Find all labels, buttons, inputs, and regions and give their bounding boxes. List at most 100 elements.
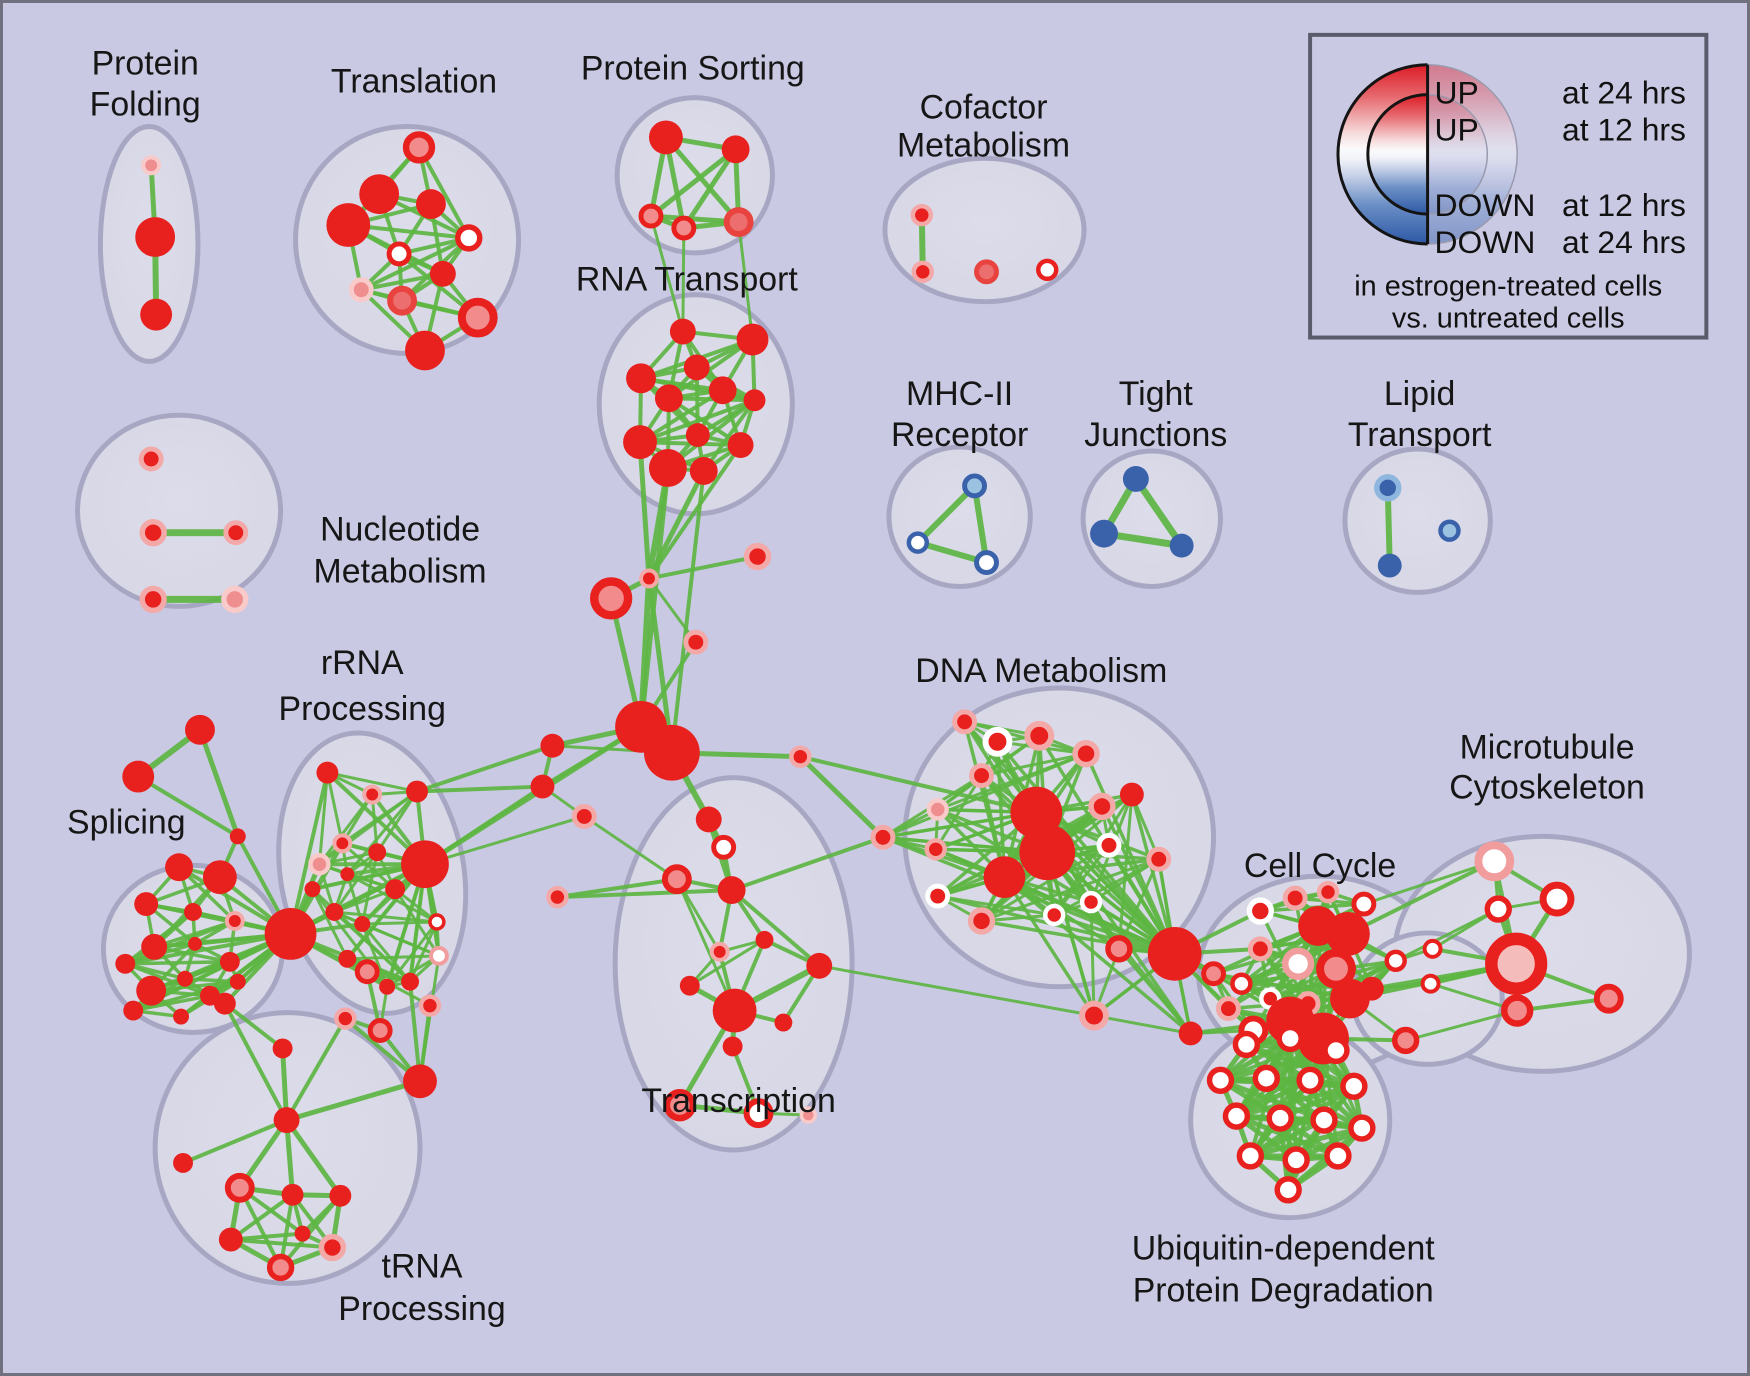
- edge-dm-hub: [995, 740, 1007, 879]
- gene-node-ub-9: [1310, 1106, 1338, 1134]
- edge-link: [817, 964, 1096, 1018]
- edge-link: [288, 770, 330, 936]
- cluster-label-lt-line0: Lipid: [1384, 375, 1456, 413]
- gene-node-dm-11: [1088, 792, 1116, 821]
- gene-node-nm-2: [223, 520, 249, 546]
- edge-sp: [123, 962, 212, 998]
- edge-link: [582, 814, 679, 881]
- gene-node-tr-10: [722, 1036, 743, 1057]
- gene-node-dm-12: [1096, 832, 1122, 858]
- gene-node-sp-2: [134, 892, 159, 917]
- gene-node-pf-0: [141, 155, 162, 176]
- legend-node-glyph: [1336, 63, 1518, 246]
- gene-node-cc-5: [1326, 912, 1370, 956]
- gene-node-cn-7: [530, 774, 555, 799]
- cluster-label-ps-line0: Protein Sorting: [581, 50, 805, 88]
- edge-rr: [345, 954, 441, 961]
- gene-node-rr-12: [401, 972, 419, 991]
- cluster-label-nm-line1: Metabolism: [314, 552, 487, 590]
- gene-node-sp-13: [123, 1000, 144, 1021]
- gene-node-dm-9: [1019, 824, 1076, 881]
- gene-node-tn-12: [218, 1227, 243, 1252]
- legend-up-12-direction: UP: [1435, 111, 1479, 147]
- legend-up-24-direction: UP: [1435, 75, 1479, 111]
- edge-link: [415, 784, 545, 794]
- edge-link: [798, 754, 1039, 815]
- gene-node-rr-11: [428, 945, 449, 966]
- cluster-label-cm-line1: Metabolism: [897, 126, 1070, 164]
- gene-node-cn-9: [789, 745, 812, 768]
- gene-node-sp-7: [115, 953, 136, 974]
- gene-node-sp-4: [224, 911, 245, 931]
- gene-node-ub-1: [1276, 1024, 1304, 1053]
- gene-node-dm-5: [926, 798, 949, 821]
- gene-node-cn-2: [589, 577, 633, 620]
- gene-node-cn-1: [743, 542, 772, 571]
- edge-tr: [729, 888, 822, 968]
- gene-node-sp-15: [264, 908, 317, 960]
- edge-dm-hub: [1130, 792, 1177, 956]
- gene-node-rr-3: [332, 833, 353, 854]
- edge-link: [649, 214, 685, 334]
- edge-rt: [701, 398, 757, 473]
- gene-node-tr-11: [774, 1013, 793, 1032]
- cluster-label-ub-line0: Ubiquitin-dependent: [1132, 1229, 1436, 1267]
- cluster-label-cc-line0: Cell Cycle: [1244, 847, 1396, 885]
- gene-node-mt-7: [1593, 983, 1624, 1014]
- gene-node-cc-0: [1246, 897, 1275, 925]
- gene-node-cc-6: [1281, 947, 1315, 980]
- gene-node-ub-11: [1236, 1142, 1265, 1170]
- gene-node-lt-1: [1377, 553, 1402, 578]
- gene-node-ps-3: [671, 215, 697, 241]
- gene-node-tn-5: [418, 994, 442, 1017]
- gene-node-tn-4: [367, 1018, 393, 1043]
- cluster-label-tj-line1: Junctions: [1084, 416, 1227, 454]
- cluster-ellipse-lt: [1342, 446, 1493, 595]
- edge-link: [422, 724, 644, 867]
- edge-dm: [1092, 1014, 1193, 1035]
- edge-rr: [317, 771, 329, 866]
- legend-down-24-direction: DOWN: [1435, 224, 1536, 260]
- edge-link: [418, 954, 441, 1083]
- gene-node-tn-14: [266, 1253, 295, 1282]
- edge-tn: [278, 1193, 343, 1270]
- gene-node-tl-4: [455, 224, 483, 252]
- gene-node-tn-2: [334, 1007, 357, 1030]
- edge-sp: [123, 960, 232, 966]
- gene-node-tj-1: [1090, 519, 1118, 548]
- gene-node-sp-3: [184, 903, 202, 921]
- edge-tl: [359, 271, 445, 292]
- gene-node-mt-6: [1501, 994, 1534, 1027]
- gene-node-tr-6: [755, 930, 774, 949]
- edge-dm-hub: [979, 919, 1177, 956]
- cluster-ellipse-mh: [886, 444, 1033, 589]
- edge-ps: [681, 146, 739, 231]
- cluster-ellipse-tj: [1080, 448, 1223, 589]
- gene-node-tn-1: [272, 1038, 293, 1059]
- gene-node-cm-3: [1036, 258, 1059, 282]
- cluster-label-sp-line0: Splicing: [67, 803, 186, 841]
- gene-node-tn-11: [329, 1184, 352, 1207]
- cluster-label-lt-line1: Transport: [1348, 416, 1492, 454]
- gene-node-sp-9: [177, 970, 193, 987]
- cluster-ellipse-nm: [75, 412, 284, 609]
- edge-tn: [284, 1078, 423, 1123]
- gene-node-rr-16: [304, 881, 321, 898]
- gene-node-rr-10: [428, 913, 446, 931]
- gene-node-mt-5: [1420, 973, 1441, 994]
- gene-node-tl-7: [348, 277, 374, 303]
- gene-node-rr-1: [362, 784, 383, 805]
- gene-node-dm-14: [967, 907, 996, 935]
- gene-node-dm-18: [1079, 890, 1103, 914]
- edge-tj: [1132, 475, 1186, 550]
- gene-node-dm-2: [1024, 720, 1055, 751]
- edge-ub: [1247, 1125, 1365, 1159]
- edge-tn: [181, 1118, 289, 1165]
- edge-cn: [646, 554, 760, 581]
- gene-node-ub-0: [1232, 1030, 1261, 1059]
- cluster-label-ub-line1: Protein Degradation: [1133, 1271, 1434, 1309]
- gene-node-mt-2: [1484, 895, 1512, 923]
- gene-node-tj-0: [1122, 465, 1149, 492]
- cluster-label-mh-line0: MHC-II: [906, 375, 1013, 413]
